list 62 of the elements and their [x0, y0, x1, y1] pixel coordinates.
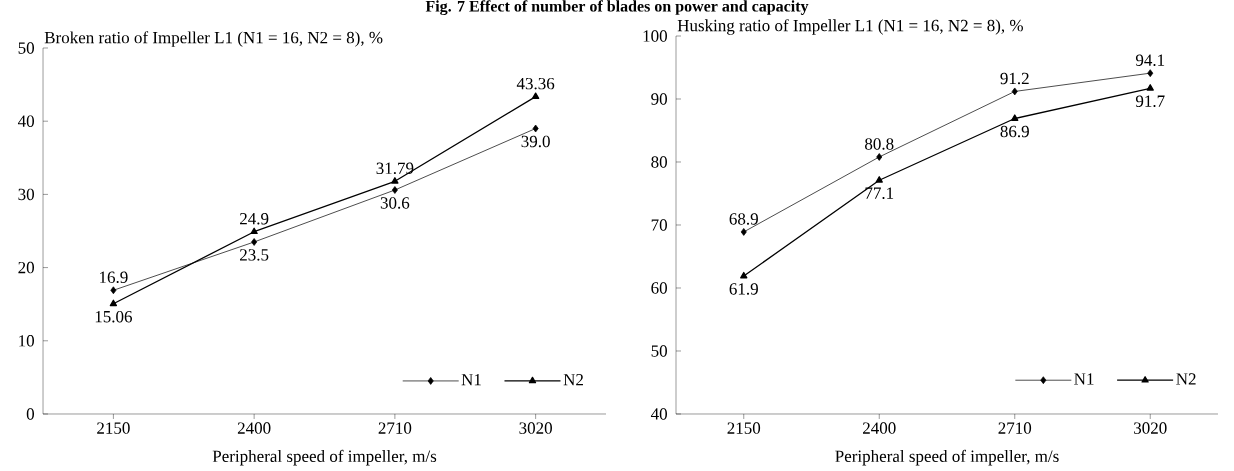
legend-label: N1: [1074, 373, 1094, 385]
data-label: 15.06: [95, 310, 133, 323]
point: [875, 176, 883, 183]
y-tick-label: 30: [18, 188, 35, 201]
point: [532, 124, 539, 133]
point: [740, 271, 748, 279]
data-label: 86.9: [1000, 125, 1029, 138]
point: [251, 238, 258, 246]
legend-label: N1: [461, 374, 481, 386]
data-label: 91.7: [1135, 95, 1165, 107]
data-label: 30.6: [380, 197, 410, 209]
y-tick-label: 20: [18, 261, 35, 274]
point: [391, 186, 398, 194]
point: [1146, 84, 1154, 91]
x-tick-label: 2710: [998, 422, 1032, 434]
y-tick-label: 40: [650, 408, 667, 420]
point: [110, 286, 117, 295]
data-label: 43.36: [516, 77, 555, 90]
data-label: 16.9: [100, 271, 128, 284]
data-label: 39.0: [521, 135, 550, 148]
y-tick-label: 10: [19, 335, 35, 347]
y-tick-label: 100: [643, 30, 667, 42]
point: [391, 177, 399, 184]
data-label: 91.2: [1000, 72, 1029, 85]
point: [250, 227, 258, 235]
data-label: 24.9: [240, 213, 269, 225]
y-tick-label: 40: [17, 115, 35, 127]
point: [740, 228, 747, 236]
point: [531, 92, 540, 99]
data-label: 61.9: [729, 283, 758, 295]
data-label: 80.8: [865, 138, 894, 150]
legend-label: N2: [1176, 373, 1196, 385]
x-axis-title: Peripheral speed of impeller, m/s: [212, 449, 437, 466]
y-tick-label: 90: [651, 93, 667, 105]
y-tick-label: 80: [651, 156, 667, 168]
caption: Fig. 7 Effect of number of blades on power and capacity: [425, 0, 809, 15]
y-tick-label: 0: [26, 408, 35, 420]
y-tick-label: 50: [651, 345, 667, 357]
data-label: 94.1: [1135, 54, 1165, 66]
x-axis-title: Peripheral speed of impeller, m/s: [835, 449, 1059, 466]
point: [1011, 87, 1018, 96]
legend-label: N2: [563, 374, 583, 386]
y-tick-label: 50: [18, 42, 35, 54]
data-label: 77.1: [865, 187, 894, 199]
x-tick-label: 2150: [727, 422, 761, 434]
x-tick-label: 2150: [97, 422, 130, 434]
point: [1011, 114, 1019, 121]
y-axis-title: Husking ratio of Impeller L1 (N1 = 16, N2 = 8), %: [677, 19, 1023, 35]
y-tick-label: 60: [651, 282, 667, 294]
y-axis-title: Broken ratio of Impeller L1 (N1 = 16, N2 = 8), %: [44, 31, 383, 47]
y-tick-label: 70: [651, 219, 667, 231]
x-tick-label: 3020: [519, 422, 552, 434]
x-tick-label: 2710: [378, 422, 412, 434]
x-tick-label: 3020: [1134, 422, 1167, 434]
data-label: 31.79: [376, 162, 414, 175]
point: [109, 299, 118, 307]
point: [1147, 69, 1154, 78]
data-label: 23.5: [240, 249, 269, 261]
point: [876, 153, 883, 161]
x-tick-label: 2400: [863, 422, 896, 434]
data-label: 68.9: [729, 213, 758, 225]
x-tick-label: 2400: [237, 422, 271, 434]
